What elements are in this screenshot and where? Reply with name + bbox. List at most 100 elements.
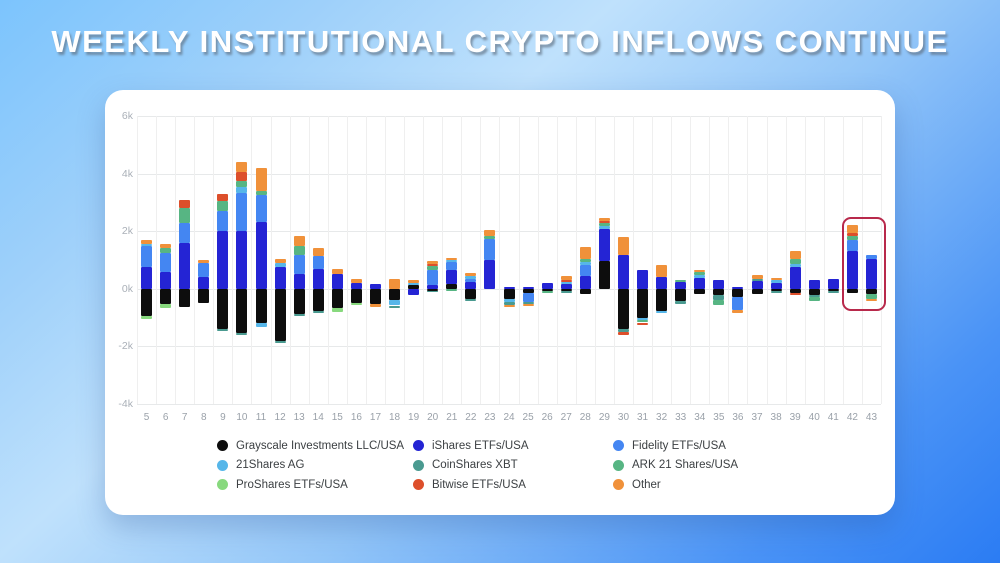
bar-segment <box>179 243 191 289</box>
bar-segment <box>484 235 496 239</box>
bar-segment <box>389 305 401 308</box>
x-gridline <box>404 116 406 404</box>
bar-segment <box>770 282 782 289</box>
bar-segment <box>274 262 286 267</box>
legend-item: Fidelity ETFs/USA <box>613 436 738 456</box>
bar-segment <box>427 266 439 271</box>
bar-segment <box>598 223 610 227</box>
x-tick-label: 8 <box>200 412 207 423</box>
bar-segment <box>179 288 191 308</box>
bar-segment <box>579 288 591 294</box>
bar-segment <box>236 192 248 232</box>
bar-segment <box>236 162 248 173</box>
bar-segment <box>389 288 401 300</box>
bar-segment <box>427 264 439 267</box>
y-gridline <box>137 173 881 175</box>
bar-segment <box>484 260 496 289</box>
legend-swatch-icon <box>217 459 228 471</box>
bar-segment <box>236 288 248 333</box>
bar-segment <box>598 226 610 229</box>
bar-segment <box>656 288 668 311</box>
bar-segment <box>808 294 820 298</box>
bar-segment <box>446 257 458 260</box>
x-tick-label: 41 <box>827 412 839 423</box>
bar-segment <box>541 288 553 292</box>
bar-segment <box>732 286 744 289</box>
bar-segment <box>846 232 858 236</box>
bar-segment <box>503 287 515 289</box>
bar-segment <box>732 310 744 313</box>
bar-segment <box>141 266 153 289</box>
x-gridline <box>251 116 253 404</box>
bar-segment <box>694 272 706 276</box>
bar-segment <box>770 278 782 281</box>
x-gridline <box>537 116 539 404</box>
bar-segment <box>865 293 877 299</box>
bar-segment <box>579 258 591 262</box>
x-tick-label: 26 <box>541 412 553 423</box>
x-gridline <box>766 116 768 404</box>
bar-segment <box>141 315 153 320</box>
legend-swatch-icon <box>413 440 424 452</box>
x-gridline <box>423 116 425 404</box>
bar-segment <box>789 288 801 294</box>
bar-segment <box>789 293 801 295</box>
y-tick-label: -2k <box>118 340 133 353</box>
bar-segment <box>179 207 191 224</box>
bar-segment <box>617 236 629 256</box>
x-gridline <box>518 116 520 404</box>
bar-segment <box>770 280 782 283</box>
x-gridline <box>175 116 177 404</box>
x-tick-label: 27 <box>560 412 572 423</box>
bar-segment <box>808 297 820 301</box>
bar-segment <box>160 272 172 289</box>
bar-segment <box>427 260 439 265</box>
legend-label: 21Shares AG <box>236 459 305 472</box>
x-gridline <box>480 116 482 404</box>
bar-segment <box>160 288 172 305</box>
x-gridline <box>308 116 310 404</box>
bar-segment <box>408 285 420 289</box>
bar-segment <box>465 281 477 289</box>
bar-segment <box>408 280 420 283</box>
bar-segment <box>579 247 591 259</box>
bar-segment <box>198 263 210 277</box>
bar-segment <box>160 304 172 309</box>
bar-segment <box>446 270 458 284</box>
bar-segment <box>274 340 286 344</box>
bar-segment <box>694 277 706 289</box>
y-tick-label: 0k <box>121 282 133 295</box>
bar-segment <box>789 258 801 265</box>
bar-segment <box>293 255 305 274</box>
x-tick-label: 32 <box>656 412 668 423</box>
x-tick-label: 11 <box>255 412 267 423</box>
x-tick-label: 5 <box>143 412 150 423</box>
bar-segment <box>312 288 324 311</box>
bar-segment <box>350 282 362 289</box>
x-gridline <box>346 116 348 404</box>
x-gridline <box>881 116 882 404</box>
bar-segment <box>617 329 629 332</box>
x-gridline <box>804 116 806 404</box>
bar-segment <box>408 282 420 286</box>
bar-segment <box>789 264 801 267</box>
bar-segment <box>274 258 286 263</box>
x-gridline <box>156 116 158 404</box>
bar-segment <box>522 304 534 306</box>
x-tick-label: 37 <box>751 412 763 423</box>
x-tick-label: 42 <box>846 412 858 423</box>
bar-segment <box>408 288 420 295</box>
legend-column: Fidelity ETFs/USA ARK 21 Shares/USA Other <box>613 436 738 495</box>
bar-segment <box>560 291 572 293</box>
x-gridline <box>289 116 291 404</box>
x-gridline <box>823 116 825 404</box>
bar-segment <box>637 322 649 326</box>
y-tick-label: -4k <box>118 398 133 410</box>
bar-segment <box>579 276 591 289</box>
legend-item: iShares ETFs/USA <box>413 436 529 456</box>
bar-segment <box>217 231 229 289</box>
legend-swatch-icon <box>217 479 228 491</box>
bar-segment <box>751 281 763 289</box>
bar-segment <box>617 332 629 336</box>
bar-segment <box>141 245 153 267</box>
